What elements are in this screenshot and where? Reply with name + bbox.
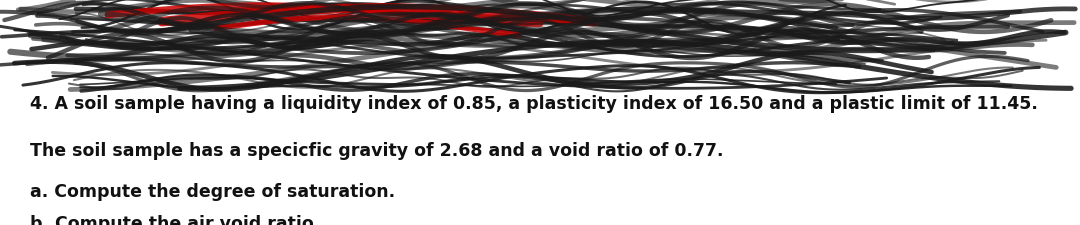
- Text: The soil sample has a specicfic gravity of 2.68 and a void ratio of 0.77.: The soil sample has a specicfic gravity …: [30, 142, 724, 160]
- Text: b. Compute the air void ratio.: b. Compute the air void ratio.: [30, 214, 321, 225]
- Text: 4. A soil sample having a liquidity index of 0.85, a plasticity index of 16.50 a: 4. A soil sample having a liquidity inde…: [30, 94, 1038, 112]
- Text: a. Compute the degree of saturation.: a. Compute the degree of saturation.: [30, 182, 395, 200]
